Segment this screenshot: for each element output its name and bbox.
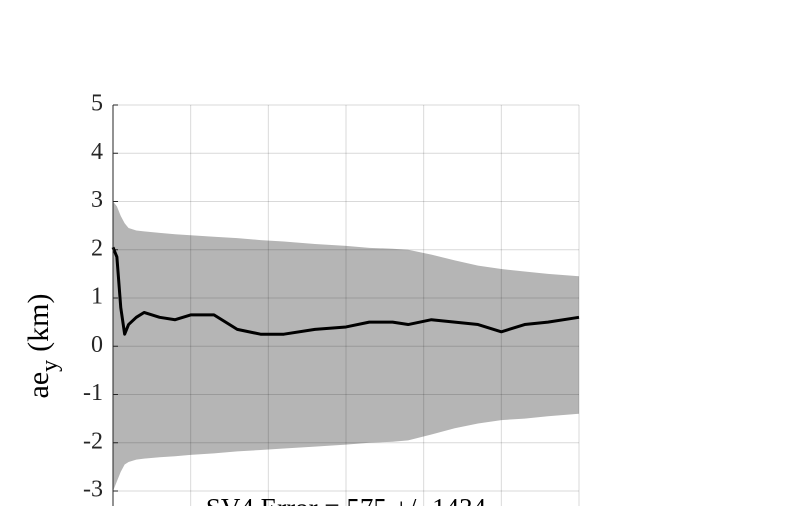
mean-line	[111, 246, 580, 336]
y-tick-label: 4	[91, 139, 103, 165]
y-tick-label: 1	[91, 284, 103, 310]
y-tick-label: 3	[91, 187, 103, 213]
y-tick-label: 0	[91, 332, 103, 358]
y-tick-label: -3	[83, 477, 103, 503]
y-label-sub: y	[37, 360, 63, 372]
y-label-unit: (km)	[22, 294, 55, 352]
y-label-main: ae	[22, 372, 55, 399]
y-tick-label: 2	[91, 235, 103, 261]
y-axis-label: aey (km)	[22, 294, 63, 399]
confidence-band	[113, 201, 579, 491]
y-tick-label: 5	[91, 91, 103, 117]
y-tick-label: -1	[83, 380, 103, 406]
annotation: SV4 Error = 575 +/- 1434	[206, 493, 487, 506]
y-tick-label: -2	[83, 428, 103, 454]
